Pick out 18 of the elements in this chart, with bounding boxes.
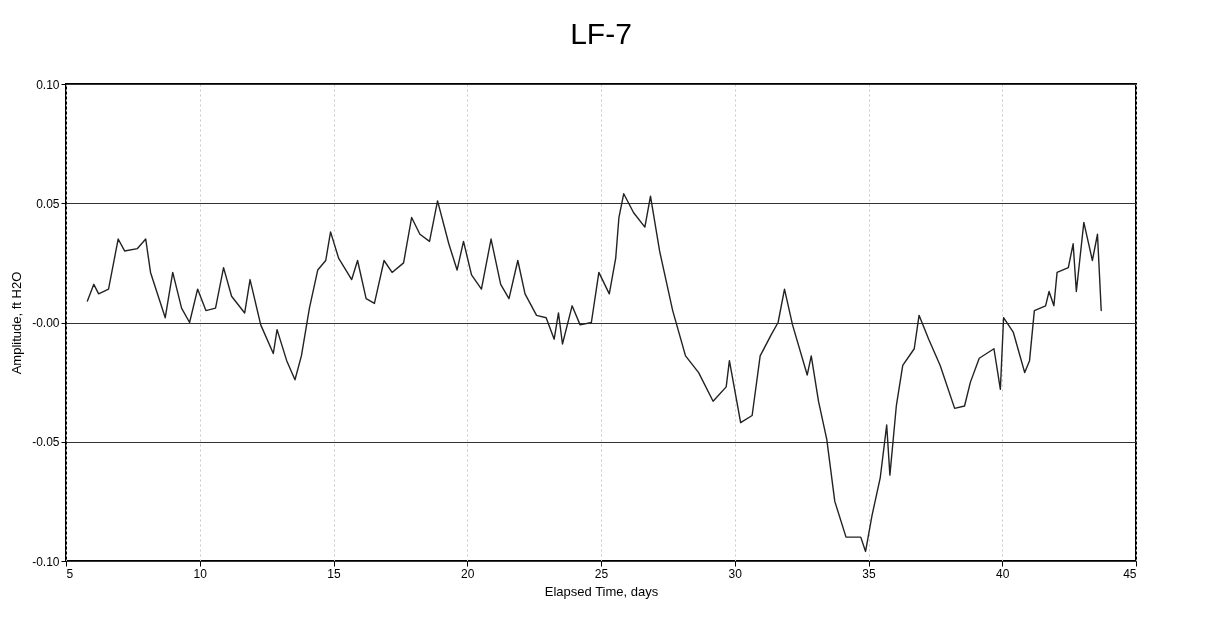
x-axis-title: Elapsed Time, days xyxy=(544,583,659,599)
x-tick-label: 5 xyxy=(66,566,74,581)
y-tick-label: -0.05 xyxy=(32,435,60,450)
y-tick-label: -0.00 xyxy=(32,316,60,330)
x-tick-label: 45 xyxy=(1123,566,1137,581)
y-tick-label: 0.10 xyxy=(36,77,60,92)
y-tick-label: 0.05 xyxy=(36,196,60,211)
x-tick-label: 15 xyxy=(327,566,341,581)
chart-title: LF-7 xyxy=(570,17,632,50)
x-tick-label: 30 xyxy=(728,566,743,581)
x-tick-label: 25 xyxy=(594,566,609,581)
y-tick-label: -0.10 xyxy=(32,554,60,569)
x-tick-label: 35 xyxy=(862,566,876,581)
y-axis-title: Amplitude, ft H2O xyxy=(9,271,25,375)
x-tick-label: 10 xyxy=(193,566,208,581)
x-tick-label: 40 xyxy=(996,566,1010,581)
line-series xyxy=(86,193,1102,553)
x-tick-label: 20 xyxy=(461,566,475,581)
